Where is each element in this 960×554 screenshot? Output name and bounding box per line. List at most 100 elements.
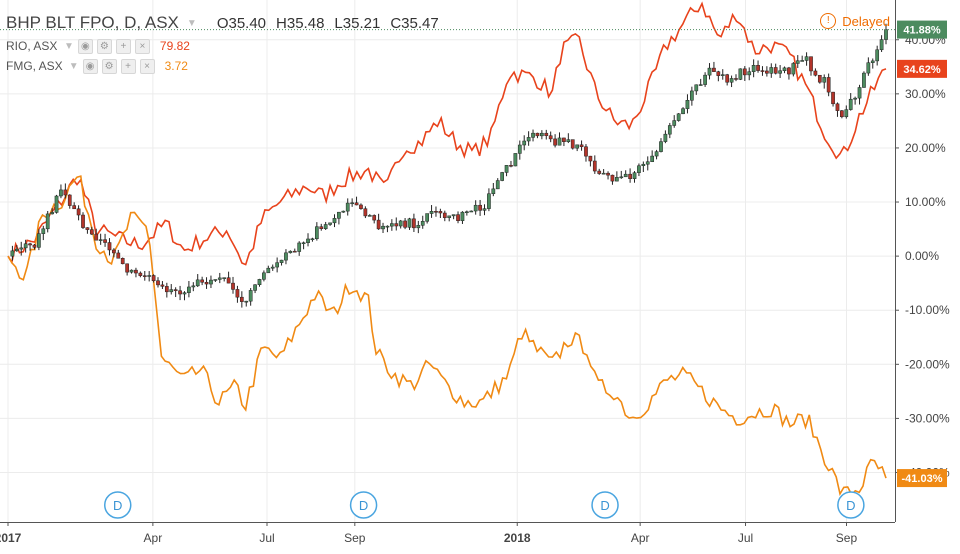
candle-body <box>465 211 469 213</box>
candle-body <box>429 211 434 214</box>
candle-body <box>557 137 562 146</box>
chevron-down-icon[interactable]: ▼ <box>186 17 197 29</box>
delayed-status[interactable]: ! Delayed <box>820 13 890 29</box>
candle-body <box>169 289 174 293</box>
candle-body <box>592 160 597 172</box>
candle-body <box>231 282 235 290</box>
candle-body <box>156 280 160 286</box>
candle-body <box>694 84 699 92</box>
y-tick-label: -10.00% <box>905 303 950 317</box>
candle-body <box>323 224 328 229</box>
dividend-marker[interactable] <box>837 491 865 519</box>
candle-body <box>266 267 271 274</box>
candle-body <box>98 239 103 241</box>
candle-body <box>248 290 253 302</box>
dividend-marker-label: D <box>113 498 122 513</box>
candle-body <box>434 211 438 213</box>
candle-body <box>456 214 460 221</box>
candle-body <box>37 233 41 248</box>
candle-body <box>447 215 452 218</box>
candle-body <box>738 68 743 80</box>
candle-body <box>359 204 363 209</box>
last-value-label: -41.03% <box>902 473 943 485</box>
dividend-marker-label: D <box>359 498 368 513</box>
candle-body <box>654 151 659 157</box>
chevron-down-icon[interactable]: ▼ <box>68 60 79 72</box>
candle-body <box>495 180 500 190</box>
candle-body <box>615 177 619 182</box>
candle-body <box>235 289 240 298</box>
ohlc-key: O <box>216 14 229 32</box>
candle-body <box>857 87 862 99</box>
candle-body <box>637 165 641 173</box>
close-icon[interactable]: × <box>134 38 150 54</box>
candle-body <box>641 163 646 166</box>
candle-body <box>103 239 107 243</box>
ohlc-close: 35.47 <box>401 14 439 32</box>
symbol-title[interactable]: BHP BLT FPO, D, ASX <box>6 13 179 32</box>
dividend-marker[interactable] <box>349 491 378 519</box>
candle-body <box>809 56 813 72</box>
candle-body <box>645 161 650 165</box>
compare-series-name[interactable]: RIO, ASX <box>6 39 58 53</box>
candle-body <box>513 153 518 167</box>
candle-body <box>840 110 844 118</box>
candle-body <box>817 74 822 83</box>
candle-body <box>85 227 90 230</box>
candle-body <box>791 63 796 75</box>
visibility-icon[interactable]: ◉ <box>77 38 93 54</box>
x-tick-label: Sep <box>836 531 858 545</box>
candle-body <box>306 238 310 243</box>
candle-body <box>257 279 262 285</box>
candle-body <box>292 250 297 253</box>
last-value-tag <box>897 59 947 78</box>
candle-body <box>720 74 725 76</box>
compare-series-name[interactable]: FMG, ASX <box>6 59 63 73</box>
settings-icon[interactable]: ⚙ <box>96 38 112 54</box>
candle-body <box>442 212 447 218</box>
candle-body <box>32 244 37 248</box>
candle-body <box>367 215 372 217</box>
chevron-down-icon[interactable]: ▼ <box>64 40 74 52</box>
candle-body <box>773 67 778 74</box>
y-tick-label: 10.00% <box>905 195 946 209</box>
candle-body <box>328 222 332 225</box>
x-tick-label: 2017 <box>0 531 22 545</box>
y-tick-label: -30.00% <box>905 411 950 425</box>
candle-body <box>725 74 730 83</box>
candle-body <box>182 292 187 295</box>
add-icon[interactable]: + <box>120 58 136 74</box>
candle-body <box>164 286 169 293</box>
settings-icon[interactable]: ⚙ <box>101 58 117 74</box>
candle-body <box>138 272 143 276</box>
candle-body <box>226 277 231 284</box>
candle-body <box>504 165 509 173</box>
candle-body <box>72 205 77 210</box>
add-icon[interactable]: + <box>115 38 131 54</box>
candle-body <box>526 137 531 142</box>
visibility-icon[interactable]: ◉ <box>82 58 98 74</box>
candle-body <box>663 133 668 142</box>
x-tick-label: Apr <box>631 531 650 545</box>
y-tick-label: -20.00% <box>905 357 950 371</box>
candle-body <box>425 213 429 222</box>
dividend-marker[interactable] <box>104 491 132 519</box>
candle-body <box>597 170 602 174</box>
candle-body <box>187 286 191 293</box>
candle-body <box>262 272 266 280</box>
candle-body <box>319 226 324 229</box>
candle-body <box>769 67 774 74</box>
candle-body <box>584 146 588 157</box>
candle-body <box>460 211 465 221</box>
candle-body <box>376 219 381 230</box>
candle-body <box>690 90 694 101</box>
candle-body <box>831 91 835 105</box>
candle-body <box>870 60 875 63</box>
candle-body <box>398 220 403 227</box>
dividend-marker[interactable] <box>591 491 619 519</box>
candle-body <box>204 281 209 285</box>
candle-body <box>50 212 54 215</box>
candle-body <box>712 67 716 72</box>
close-icon[interactable]: × <box>139 58 155 74</box>
